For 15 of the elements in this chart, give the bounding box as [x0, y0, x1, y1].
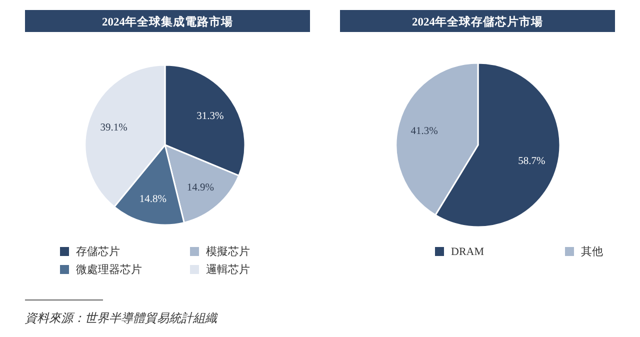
- data-label: 31.3%: [196, 110, 224, 122]
- legend-label: 存儲芯片: [76, 245, 120, 258]
- data-label: 14.9%: [186, 182, 214, 194]
- legend-label: 邏輯芯片: [206, 263, 250, 276]
- legend-label: 其他: [581, 245, 603, 258]
- legend-label: 模擬芯片: [206, 245, 250, 258]
- chart-title: 2024年全球存儲芯片市場: [412, 14, 543, 28]
- chart-title: 2024年全球集成電路市場: [102, 14, 233, 28]
- data-label: 39.1%: [100, 122, 128, 134]
- data-label: 41.3%: [410, 126, 438, 137]
- legend-label: 微處理器芯片: [76, 263, 142, 276]
- legend-label: DRAM: [451, 246, 484, 258]
- source-note: 資料來源：世界半導體貿易統計組織: [25, 311, 218, 325]
- data-label: 58.7%: [518, 156, 546, 168]
- data-label: 14.8%: [139, 194, 167, 206]
